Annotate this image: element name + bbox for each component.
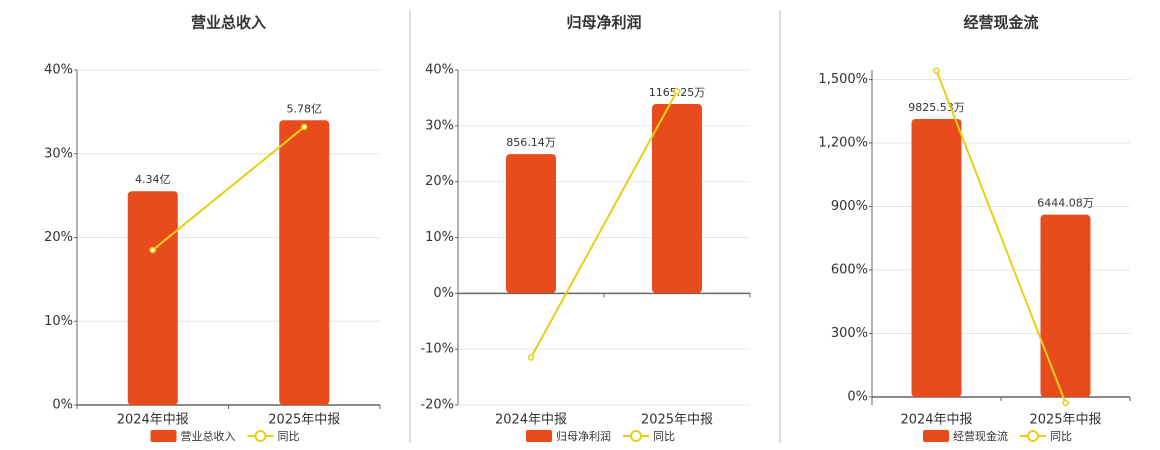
x-tick-label: 2024年中报 bbox=[117, 413, 189, 428]
y-tick-label: 30% bbox=[425, 118, 454, 133]
y-tick-label: 40% bbox=[44, 63, 73, 78]
value-label: 4.34亿 bbox=[135, 173, 171, 186]
bar bbox=[127, 191, 178, 405]
y-tick-label: 1,500% bbox=[818, 72, 868, 87]
value-label: 5.78亿 bbox=[287, 102, 323, 115]
bar bbox=[652, 104, 702, 294]
y-tick-label: 0% bbox=[433, 286, 454, 301]
chart-title: 归母净利润 bbox=[566, 14, 641, 32]
point bbox=[301, 123, 308, 131]
chart-title: 营业总收入 bbox=[191, 14, 266, 32]
point bbox=[933, 67, 940, 74]
legend-swatch bbox=[526, 430, 552, 442]
point bbox=[527, 354, 535, 361]
legend-swatch bbox=[630, 430, 642, 442]
legend-label: 同比 bbox=[653, 430, 675, 443]
legend-swatch bbox=[254, 430, 267, 442]
value-label: 856.14万 bbox=[506, 136, 556, 149]
y-tick-label: 1,200% bbox=[818, 136, 868, 151]
y-tick-label: 300% bbox=[831, 326, 868, 341]
line bbox=[530, 90, 678, 359]
legend-label: 经营现金流 bbox=[953, 429, 1008, 443]
y-tick-label: 0% bbox=[847, 389, 868, 404]
legend-label: 同比 bbox=[1050, 430, 1072, 443]
x-tick-label: 2024年中报 bbox=[900, 413, 972, 428]
y-tick-label: 0% bbox=[52, 398, 73, 413]
legend-swatch bbox=[150, 430, 177, 442]
bar bbox=[1040, 214, 1091, 397]
legend-label: 营业总收入 bbox=[181, 429, 236, 443]
legend-swatch bbox=[1027, 430, 1039, 442]
value-label: 6444.08万 bbox=[1037, 197, 1094, 210]
y-tick-label: 40% bbox=[425, 63, 454, 78]
legend-label: 归母净利润 bbox=[556, 429, 611, 443]
y-tick-label: 30% bbox=[44, 146, 73, 161]
x-tick-label: 2025年中报 bbox=[1029, 413, 1101, 428]
bar bbox=[279, 120, 330, 405]
y-tick-label: 900% bbox=[831, 199, 868, 214]
legend-swatch bbox=[923, 430, 949, 442]
point bbox=[673, 87, 681, 95]
y-tick-label: 600% bbox=[831, 262, 868, 277]
x-tick-label: 2025年中报 bbox=[641, 413, 713, 428]
legend-label: 同比 bbox=[278, 430, 300, 443]
line bbox=[152, 126, 305, 251]
y-tick-label: 20% bbox=[425, 174, 454, 189]
y-tick-label: 10% bbox=[425, 230, 454, 245]
bar bbox=[506, 154, 556, 294]
point bbox=[1062, 399, 1069, 407]
value-label: 9825.53万 bbox=[908, 101, 965, 114]
y-tick-label: 20% bbox=[44, 230, 73, 245]
y-tick-label: -20% bbox=[420, 398, 454, 413]
chart-title: 经营现金流 bbox=[963, 14, 1038, 32]
y-tick-label: 10% bbox=[44, 314, 73, 329]
x-tick-label: 2025年中报 bbox=[268, 413, 340, 428]
x-tick-label: 2024年中报 bbox=[495, 413, 567, 428]
point bbox=[149, 246, 156, 254]
bar bbox=[911, 118, 962, 397]
y-tick-label: -10% bbox=[420, 342, 454, 357]
line bbox=[935, 70, 1067, 404]
